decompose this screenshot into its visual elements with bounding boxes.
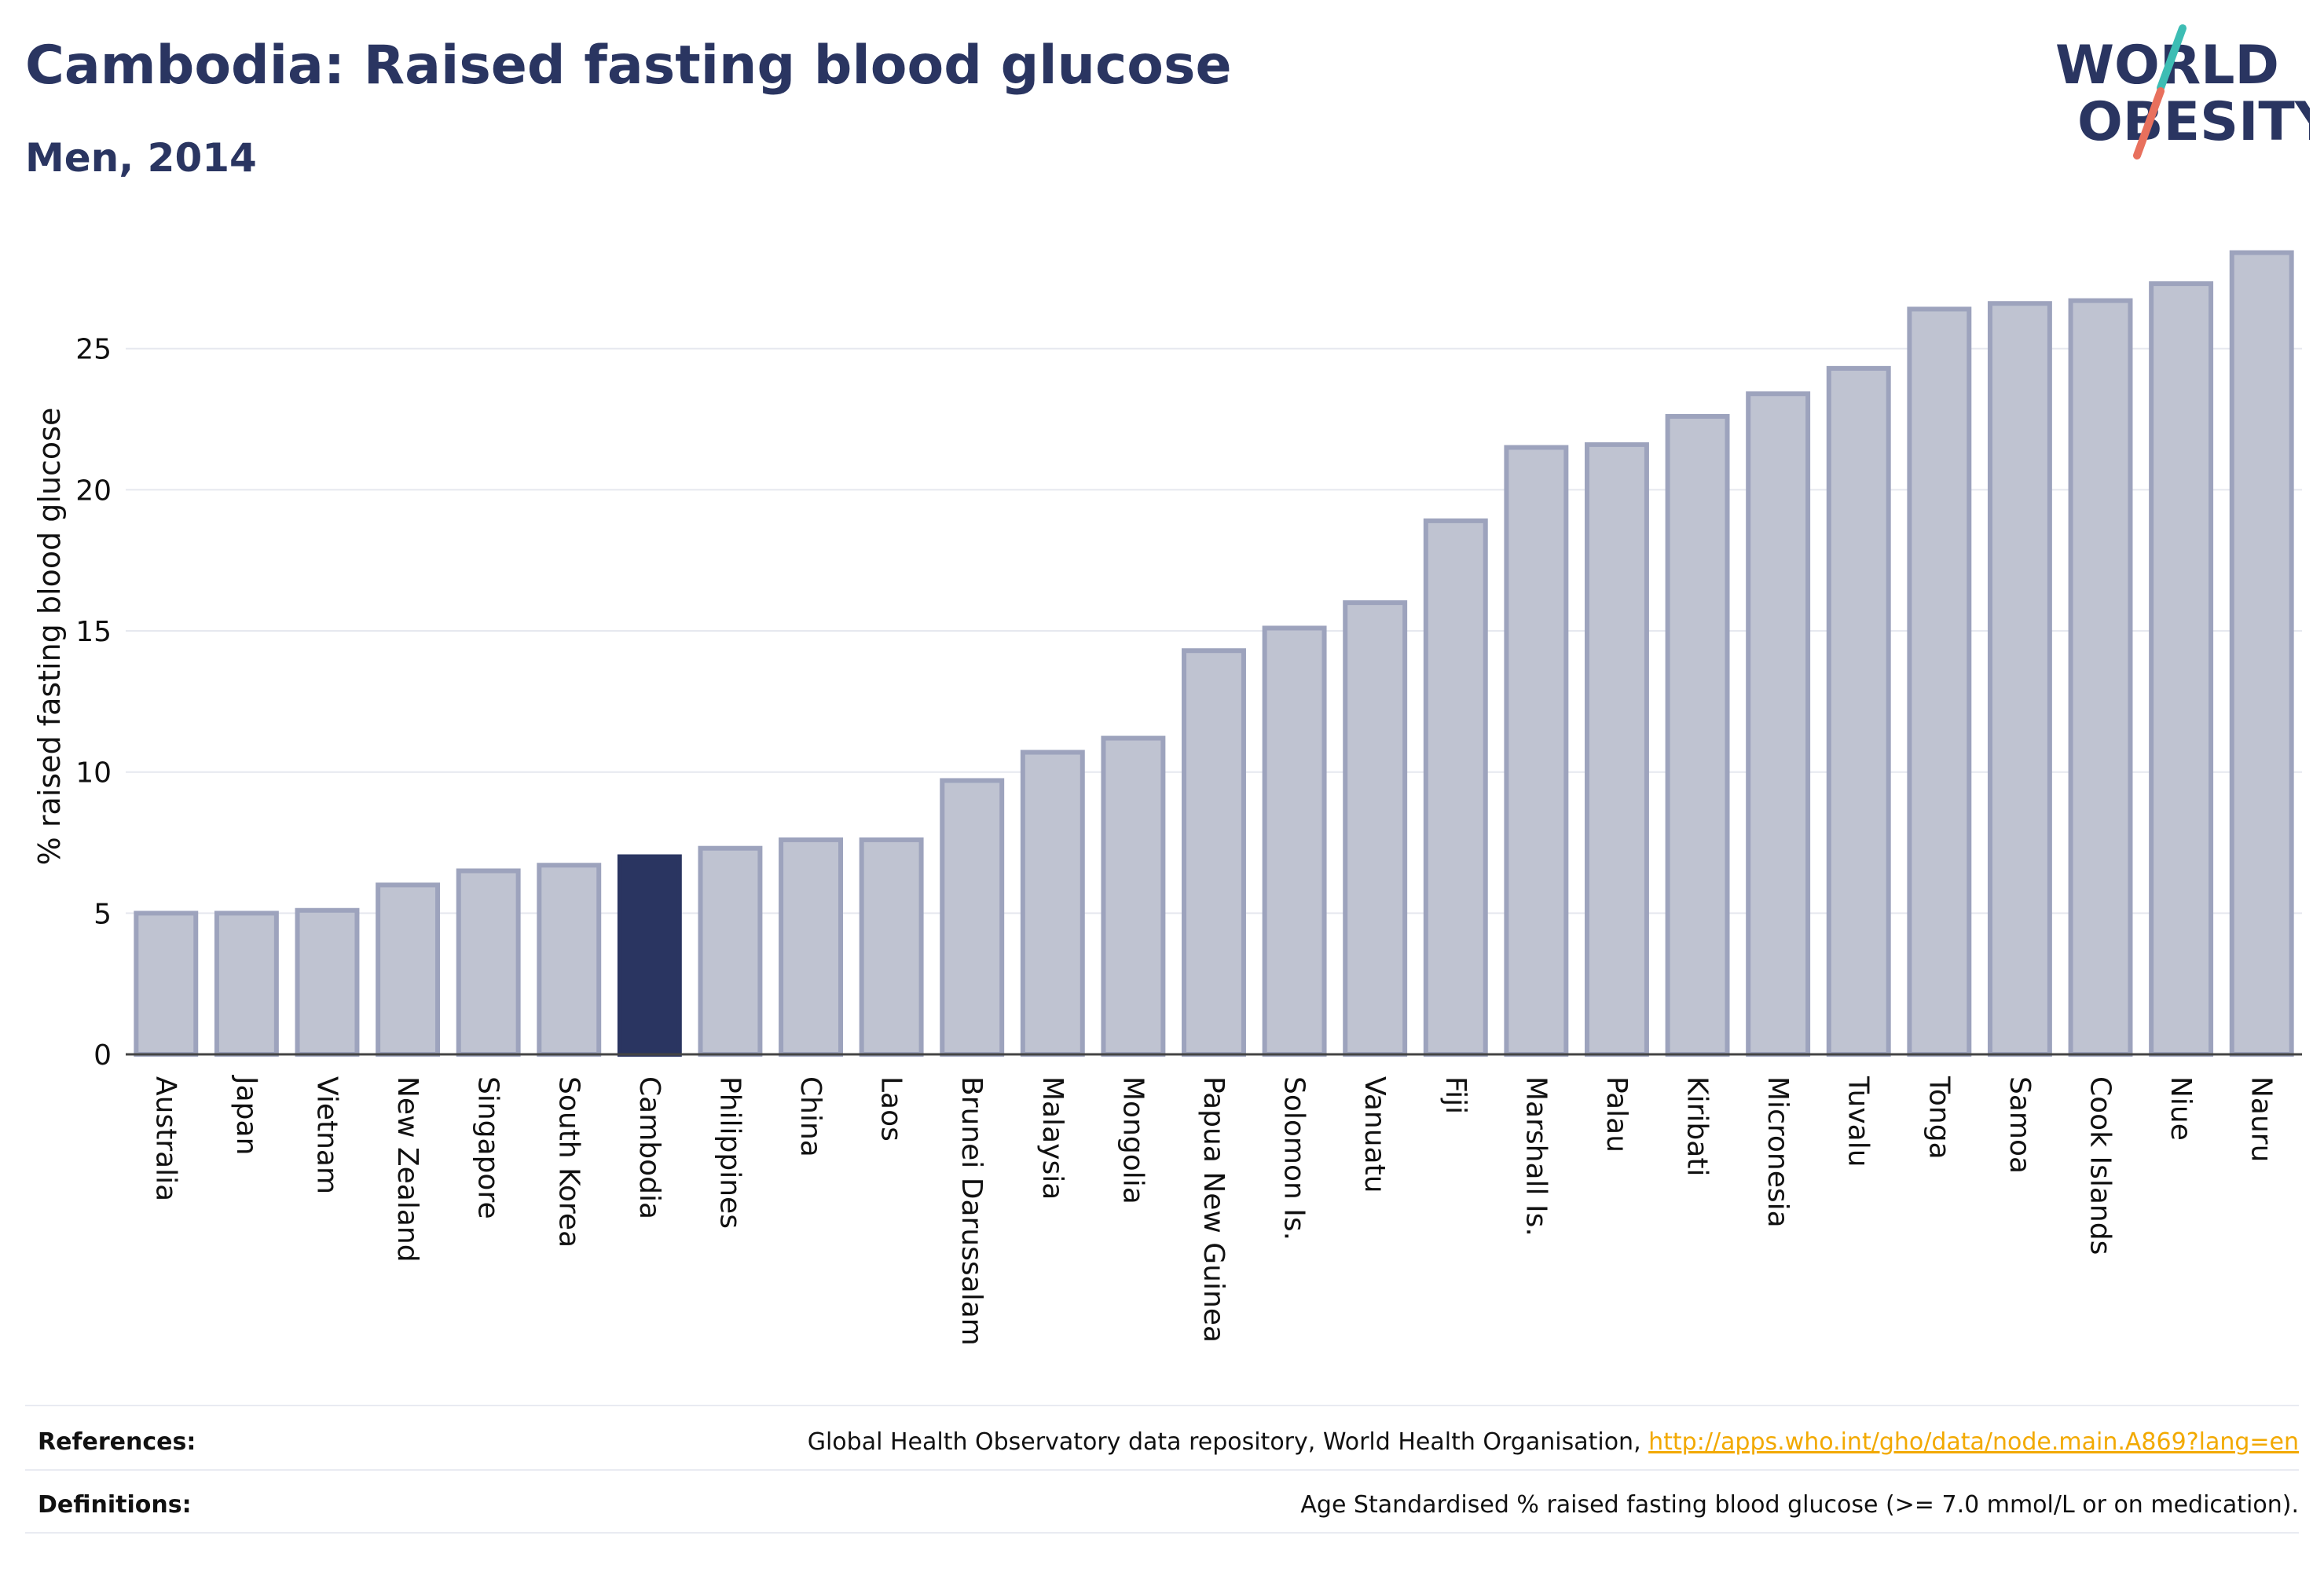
y-tick-label: 0 xyxy=(93,1039,112,1072)
world-obesity-logo: WORLD OBESITY xyxy=(2055,24,2310,159)
x-tick-label: Brunei Darussalam xyxy=(955,1076,988,1346)
axis-layer: 0 5 10 15 20 25 xyxy=(75,334,2302,1072)
bar-tuvalu xyxy=(1826,365,1891,1057)
bar-philippines xyxy=(698,845,763,1057)
x-tick-label: Japan xyxy=(230,1075,262,1155)
references-value: Global Health Observatory data repositor… xyxy=(808,1428,2299,1456)
y-tick-label: 5 xyxy=(93,898,112,930)
x-tick-label: Cambodia xyxy=(633,1076,665,1219)
x-tick-label: Mongolia xyxy=(1116,1076,1149,1204)
x-tick-label: New Zealand xyxy=(391,1076,423,1263)
x-tick-label: Solomon Is. xyxy=(1278,1076,1310,1241)
chart-title: Cambodia: Raised fasting blood glucose xyxy=(25,35,1232,97)
logo-slash-coral xyxy=(2133,87,2165,159)
x-tick-label: Papua New Guinea xyxy=(1197,1076,1230,1343)
x-tick-label: Laos xyxy=(875,1076,907,1142)
y-tick-label: 10 xyxy=(75,757,112,790)
bar-malaysia xyxy=(1020,750,1085,1057)
bar-layer xyxy=(134,250,2294,1057)
x-tick-label: Singapore xyxy=(472,1076,504,1219)
footer-divider-top xyxy=(25,1405,2299,1406)
x-tick-label: Kiribati xyxy=(1681,1076,1714,1176)
bar-micronesia xyxy=(1746,391,1811,1057)
x-tick-label: Fiji xyxy=(1439,1076,1472,1114)
bar-niue xyxy=(2149,281,2214,1057)
bar-fiji xyxy=(1423,518,1488,1057)
logo-text-obesity: OBESITY xyxy=(2077,91,2310,153)
x-tick-label: Tonga xyxy=(1923,1076,1955,1160)
x-tick-label: Micronesia xyxy=(1761,1076,1794,1228)
bar-vietnam xyxy=(295,907,360,1057)
x-tick-label: China xyxy=(794,1076,827,1157)
x-tick-label: Niue xyxy=(2165,1076,2197,1141)
bar-vanuatu xyxy=(1343,600,1408,1057)
bar-nauru xyxy=(2229,250,2294,1057)
bar-laos xyxy=(859,837,924,1057)
y-axis-title: % raised fasting blood glucose xyxy=(32,408,67,866)
bar-solomon-is xyxy=(1262,625,1327,1057)
x-tick-label: Vanuatu xyxy=(1358,1076,1391,1193)
logo-slash-teal xyxy=(2157,24,2187,92)
bar-singapore xyxy=(456,868,521,1057)
x-tick-label: South Korea xyxy=(552,1076,585,1248)
references-link[interactable]: http://apps.who.int/gho/data/node.main.A… xyxy=(1648,1428,2299,1456)
x-tick-label: Vietnam xyxy=(310,1076,343,1194)
x-tick-label: Malaysia xyxy=(1036,1076,1069,1200)
bar-japan xyxy=(214,911,279,1057)
x-tick-label: Tuvalu xyxy=(1842,1076,1875,1167)
x-tick-label: Australia xyxy=(149,1076,181,1201)
bar-kiribati xyxy=(1665,413,1730,1057)
references-label: References: xyxy=(38,1428,196,1456)
bar-chart: 0 5 10 15 20 25 Australia Japan Vietnam New Zeal… xyxy=(32,250,2302,1346)
definitions-value: Age Standardised % raised fasting blood … xyxy=(1300,1491,2299,1519)
bar-south-korea xyxy=(537,863,602,1057)
bar-australia xyxy=(134,911,199,1057)
x-tick-label: Marshall Is. xyxy=(1519,1076,1552,1237)
bar-cook-islands xyxy=(2068,298,2133,1057)
bar-palau xyxy=(1585,442,1649,1057)
footer-divider-middle xyxy=(25,1469,2299,1471)
bar-brunei-darussalam xyxy=(940,778,1005,1057)
bar-tonga xyxy=(1907,306,1972,1057)
x-tick-label: Samoa xyxy=(2003,1076,2036,1174)
x-tick-label: Nauru xyxy=(2245,1076,2278,1162)
x-tick-label: Philippines xyxy=(713,1076,746,1229)
references-text: Global Health Observatory data repositor… xyxy=(807,1428,1649,1456)
definitions-label: Definitions: xyxy=(38,1491,192,1519)
bar-new-zealand xyxy=(376,882,441,1057)
label-layer: Australia Japan Vietnam New Zealand Singapor… xyxy=(149,1075,2277,1346)
bar-samoa xyxy=(1987,301,2052,1057)
chart-subtitle: Men, 2014 xyxy=(25,135,257,181)
footer-divider-bottom xyxy=(25,1532,2299,1534)
bar-china xyxy=(779,837,843,1057)
y-tick-label: 15 xyxy=(75,616,112,648)
x-tick-label: Palau xyxy=(1600,1076,1633,1153)
bar-marshall-is xyxy=(1504,445,1569,1057)
y-tick-label: 20 xyxy=(75,475,112,507)
y-tick-label: 25 xyxy=(75,334,112,366)
x-tick-label: Cook Islands xyxy=(2084,1076,2117,1255)
bar-cambodia xyxy=(617,854,682,1057)
bar-mongolia xyxy=(1101,735,1166,1057)
bar-papua-new-guinea xyxy=(1182,648,1246,1057)
